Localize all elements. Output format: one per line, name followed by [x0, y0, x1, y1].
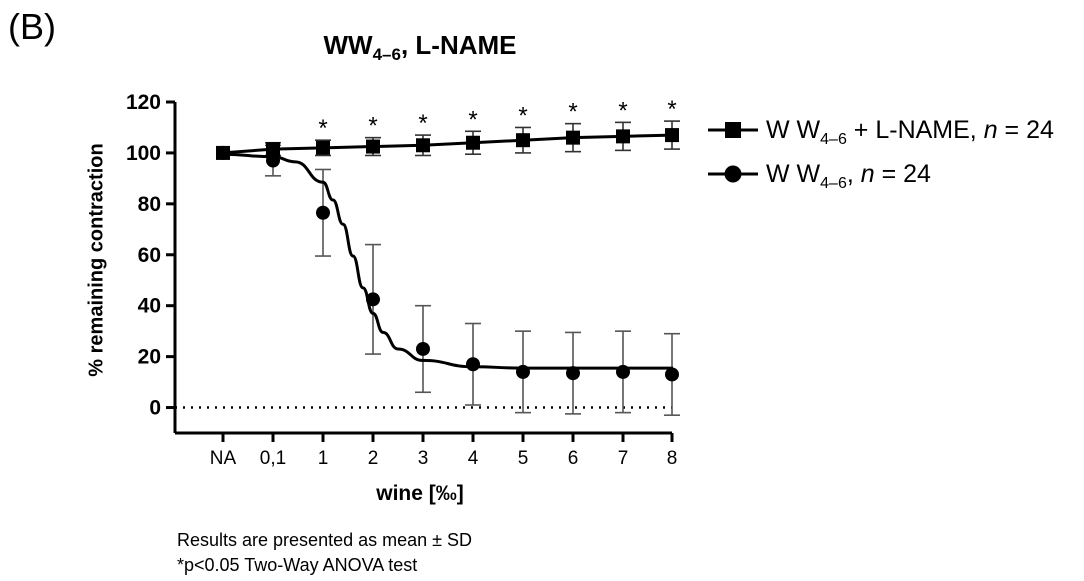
- x-tick-label: 7: [618, 448, 629, 469]
- x-tick-label: 5: [518, 448, 529, 469]
- data-point-square: [616, 129, 630, 144]
- significance-asterisk: *: [468, 106, 477, 133]
- x-tick-label: 2: [368, 448, 379, 469]
- data-point-circle: [616, 364, 630, 379]
- y-tick-label: 0: [149, 397, 161, 420]
- x-tick-label: 4: [468, 448, 479, 469]
- legend-marker-circle: [708, 165, 758, 183]
- data-point-circle: [366, 292, 380, 307]
- data-point-square: [665, 128, 679, 143]
- y-axis-label: % remaining contraction: [85, 143, 108, 377]
- panel-label: (B): [8, 6, 56, 47]
- data-point-square: [516, 133, 530, 148]
- legend-ww-n-value: = 24: [874, 160, 931, 188]
- footnote-mean-sd: Results are presented as mean ± SD: [177, 530, 473, 550]
- data-point-square: [416, 138, 430, 153]
- x-tick-label: 0,1: [260, 448, 286, 469]
- y-tick-label: 100: [126, 142, 161, 165]
- chart-title-suffix: , L-NAME: [400, 30, 517, 60]
- legend-lname-main: W W: [766, 116, 821, 144]
- legend-marker-square: [708, 122, 758, 138]
- data-point-circle: [266, 153, 280, 168]
- data-point-square: [366, 139, 380, 154]
- legend-ww-sub: 4–6: [820, 175, 847, 192]
- data-point-square: [316, 140, 330, 155]
- legend-lname-n: n: [983, 116, 998, 144]
- chart-title-subscript: 4–6: [372, 45, 401, 65]
- legend-lname-sub: 4–6: [820, 131, 847, 148]
- x-tick-label: 3: [418, 448, 429, 469]
- data-point-square: [466, 135, 480, 150]
- chart-title-main: WW: [323, 30, 373, 60]
- data-point-circle: [466, 357, 480, 372]
- data-point-square: [266, 142, 280, 157]
- footnote-anova: *p<0.05 Two-Way ANOVA test: [177, 555, 418, 575]
- y-tick-label: 80: [138, 193, 161, 216]
- data-point-circle: [316, 205, 330, 220]
- legend-label-ww: W W4–6, n = 24: [766, 152, 931, 206]
- significance-asterisk: *: [518, 102, 527, 129]
- x-axis-label: wine [‰]: [376, 482, 464, 505]
- data-point-circle: [516, 364, 530, 379]
- significance-asterisk: *: [318, 115, 327, 142]
- y-tick-label: 60: [138, 244, 161, 267]
- legend-ww-suffix: ,: [846, 160, 861, 188]
- y-tick-label: 120: [126, 91, 161, 114]
- legend-lname-suffix: + L-NAME,: [846, 116, 984, 144]
- chart-title: WW4–6, L-NAME: [0, 30, 840, 65]
- legend-ww-n: n: [860, 160, 875, 188]
- y-tick-label: 20: [138, 346, 161, 369]
- significance-asterisk: *: [418, 110, 427, 137]
- fit-curve-ww: [222, 152, 673, 370]
- legend-ww-main: W W: [766, 160, 821, 188]
- data-point-circle: [216, 145, 230, 160]
- data-point-circle: [416, 341, 430, 356]
- x-tick-label: 8: [667, 448, 678, 469]
- significance-asterisk: *: [618, 97, 627, 124]
- x-tick-label: 6: [568, 448, 579, 469]
- x-tick-label: NA: [210, 448, 237, 469]
- significance-asterisk: *: [568, 99, 577, 126]
- series-line-lname: [222, 133, 673, 155]
- legend-label-lname: W W4–6 + L-NAME, n = 24: [766, 108, 1054, 162]
- footnotes: Results are presented as mean ± SD *p<0.…: [177, 528, 472, 578]
- data-point-square: [566, 130, 580, 145]
- significance-asterisk: *: [667, 96, 676, 123]
- data-point-circle: [665, 367, 679, 382]
- data-point-circle: [566, 366, 580, 381]
- x-tick-label: 1: [318, 448, 329, 469]
- legend-lname-n-value: = 24: [997, 116, 1054, 144]
- y-tick-label: 40: [138, 295, 161, 318]
- significance-asterisk: *: [368, 113, 377, 140]
